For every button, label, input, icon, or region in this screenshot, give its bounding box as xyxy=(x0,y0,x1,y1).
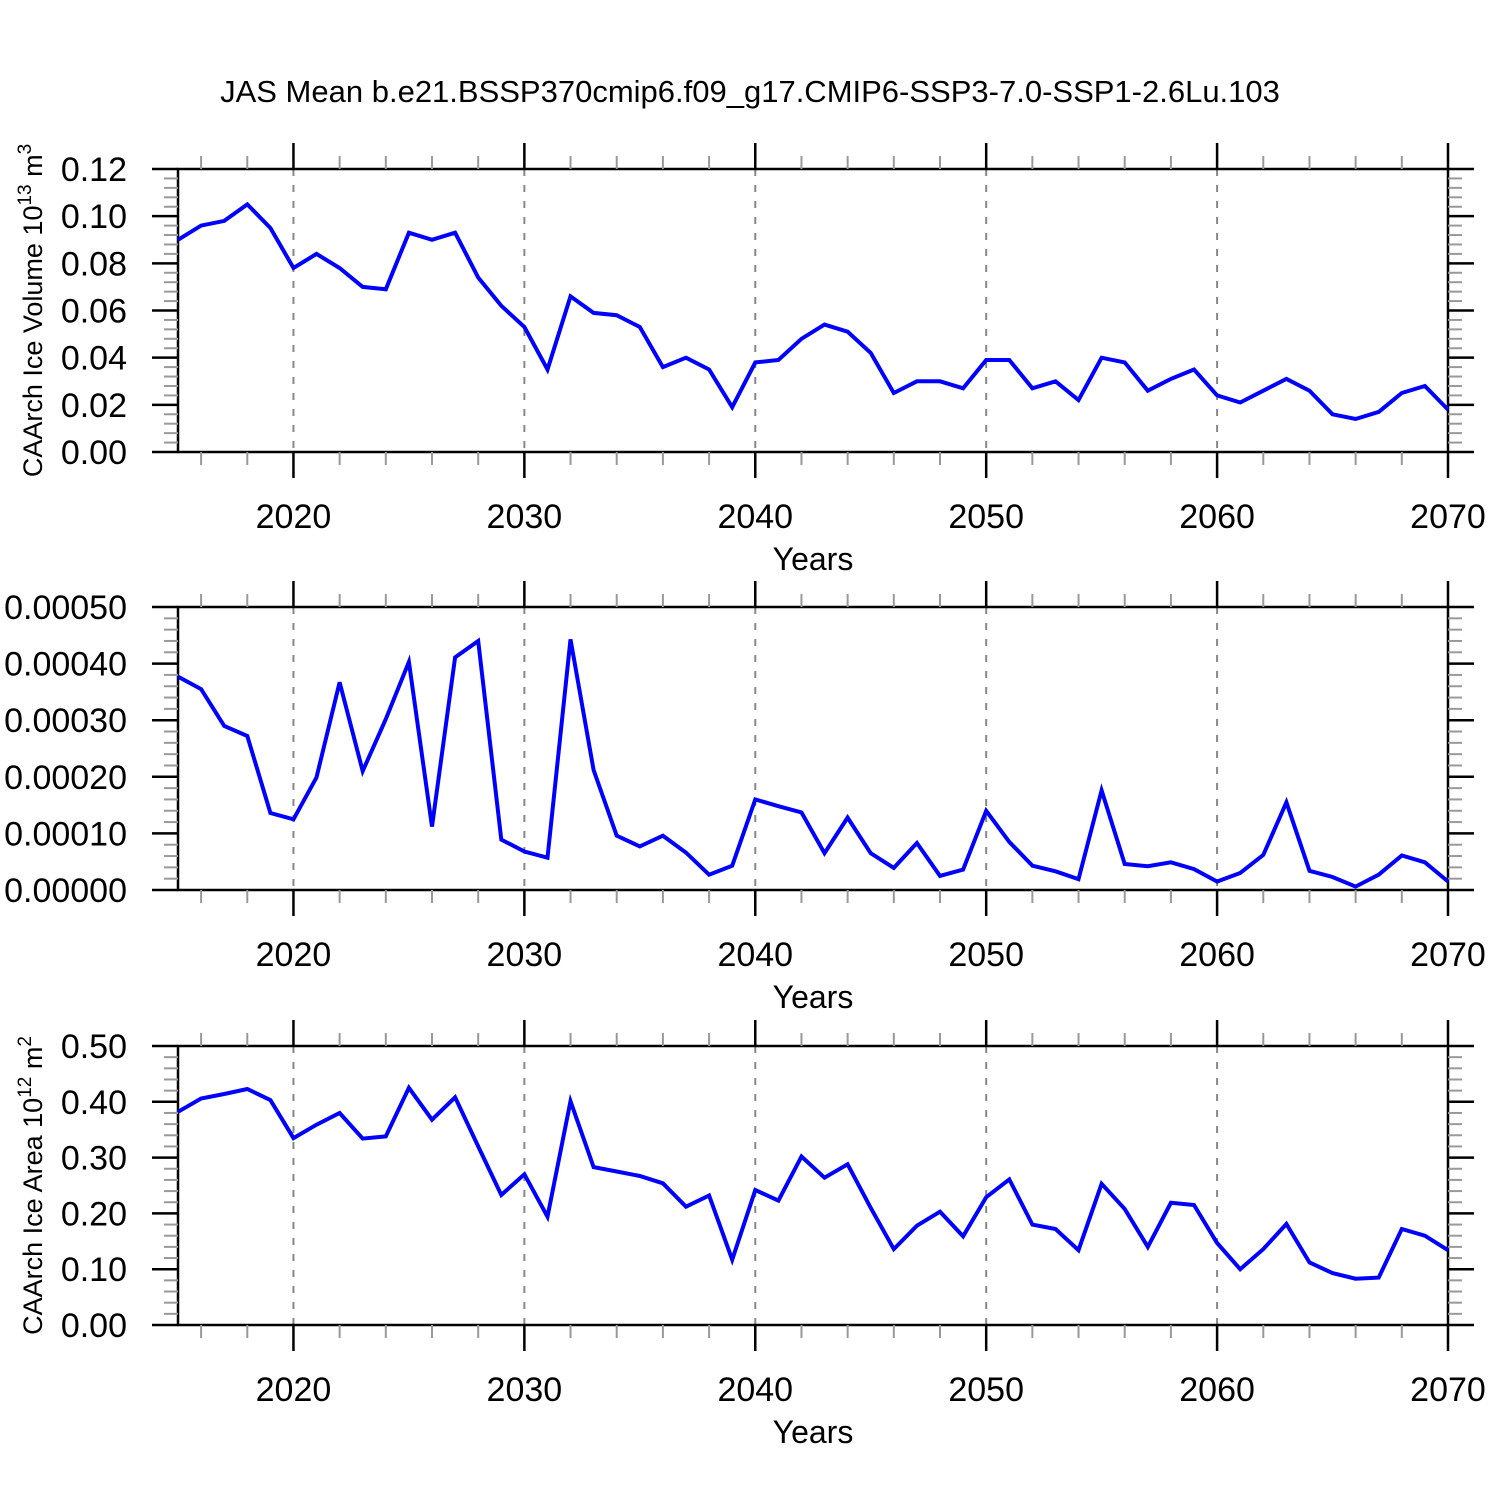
y-tick-label: 0.00020 xyxy=(4,759,127,797)
x-tick-label: 2060 xyxy=(1179,1371,1255,1409)
panel-unlabeled-middle-series: 2020 2030 2040 2050 2060 2070 0.00000 0.00010 0.… xyxy=(4,581,1486,974)
y-tick-label: 0.30 xyxy=(61,1140,127,1178)
y-tick-label: 0.10 xyxy=(61,1251,127,1289)
x-minor-ticks xyxy=(200,594,1403,903)
y-major-ticks xyxy=(152,1044,1474,1327)
x-major-ticks xyxy=(292,1020,1450,1351)
y-axis-title: CAArch Ice Volume 1013 m3 xyxy=(15,144,48,477)
y-major-ticks xyxy=(152,167,1474,454)
decade-gridlines xyxy=(292,1046,1219,1325)
panel-frame xyxy=(176,1044,1450,1327)
x-tick-label: 2050 xyxy=(948,936,1024,974)
x-tick-label: 2060 xyxy=(1179,498,1255,536)
x-tick-label: 2070 xyxy=(1410,936,1486,974)
decade-gridlines xyxy=(292,607,1219,890)
y-tick-label: 0.50 xyxy=(61,1028,127,1066)
panel-caarch-ice-area: 2020 2030 2040 2050 2060 2070 0.00 0.10 0.20 0.30… xyxy=(15,1020,1486,1409)
y-tick-label: 0.10 xyxy=(61,198,127,236)
x-tick-label: 2030 xyxy=(487,936,563,974)
x-tick-label: 2020 xyxy=(256,498,332,536)
x-tick-label: 2070 xyxy=(1410,1371,1486,1409)
y-tick-label: 0.08 xyxy=(61,245,127,283)
x-tick-label: 2040 xyxy=(717,936,793,974)
series-line-caarch-ice-volume xyxy=(176,201,1450,422)
y-tick-label: 0.40 xyxy=(61,1084,127,1122)
y-tick-label: 0.02 xyxy=(61,387,127,425)
x-tick-label: 2060 xyxy=(1179,936,1255,974)
x-major-ticks xyxy=(292,143,1450,478)
y-major-ticks xyxy=(152,605,1474,892)
y-axis-title: CAArch Ice Area 1012 m2 xyxy=(15,1036,48,1335)
x-tick-label: 2030 xyxy=(487,498,563,536)
x-tick-label: 2020 xyxy=(256,1371,332,1409)
y-tick-label: 0.00050 xyxy=(4,589,127,627)
y-tick-label: 0.00010 xyxy=(4,815,127,853)
y-tick-label: 0.00 xyxy=(61,1307,127,1345)
y-minor-ticks xyxy=(164,1056,1462,1315)
x-tick-label: 2040 xyxy=(717,1371,793,1409)
x-tick-label: 2040 xyxy=(717,498,793,536)
panel-frame xyxy=(176,605,1450,892)
y-tick-label: 0.00030 xyxy=(4,702,127,740)
y-tick-label: 0.04 xyxy=(61,340,127,378)
y-minor-ticks xyxy=(164,177,1462,444)
panel-frame xyxy=(176,167,1450,454)
y-minor-ticks xyxy=(164,617,1462,880)
x-tick-label: 2020 xyxy=(256,936,332,974)
x-tick-label: 2030 xyxy=(487,1371,563,1409)
series-line-unlabeled-middle-series xyxy=(177,637,1450,889)
panel-caarch-ice-volume: 2020 2030 2040 2050 2060 2070 0.00 0.02 0.04 0.06… xyxy=(15,143,1486,536)
chart-title: JAS Mean b.e21.BSSP370cmip6.f09_g17.CMIP… xyxy=(220,74,1280,109)
x-minor-ticks xyxy=(200,156,1403,465)
y-tick-label: 0.00000 xyxy=(4,872,127,910)
y-tick-label: 0.12 xyxy=(61,151,127,189)
x-axis-title-panel-3: Years xyxy=(772,1414,854,1450)
x-axis-title-panel-1: Years xyxy=(772,541,854,577)
y-tick-label: 0.00040 xyxy=(4,646,127,684)
x-tick-label: 2050 xyxy=(948,1371,1024,1409)
y-tick-label: 0.20 xyxy=(61,1195,127,1233)
series-line-caarch-ice-area xyxy=(177,1083,1450,1281)
y-tick-label: 0.06 xyxy=(61,293,127,331)
decade-gridlines xyxy=(292,169,1219,452)
x-tick-label: 2070 xyxy=(1410,498,1486,536)
x-major-ticks xyxy=(292,581,1450,916)
x-minor-ticks xyxy=(200,1033,1403,1338)
x-axis-title-panel-2: Years xyxy=(772,979,854,1015)
y-tick-label: 0.00 xyxy=(61,434,127,472)
x-tick-label: 2050 xyxy=(948,498,1024,536)
